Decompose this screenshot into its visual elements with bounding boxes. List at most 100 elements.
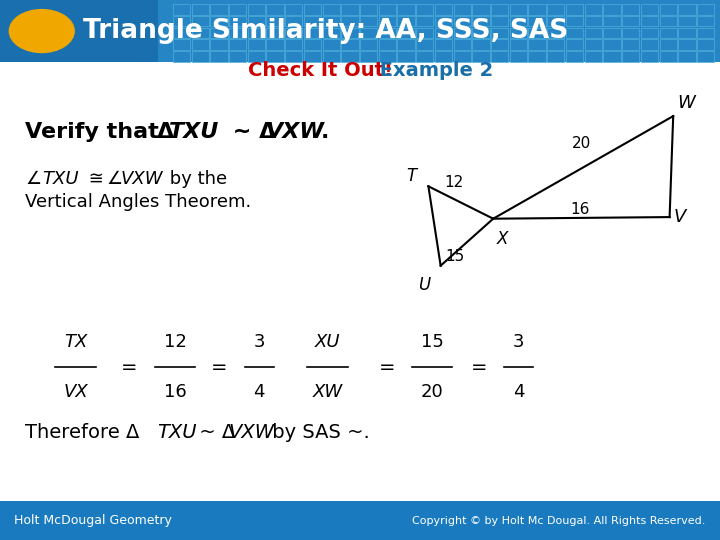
Text: XW: XW <box>312 383 343 401</box>
Text: Vertical Angles Theorem.: Vertical Angles Theorem. <box>25 193 251 211</box>
Bar <box>229 16 246 26</box>
Bar <box>416 28 433 38</box>
Bar <box>622 4 639 15</box>
Bar <box>472 39 490 50</box>
Bar <box>192 28 209 38</box>
Text: 4: 4 <box>253 383 265 401</box>
Bar <box>678 28 696 38</box>
Text: VXW: VXW <box>121 170 163 188</box>
Bar <box>660 28 677 38</box>
Bar <box>547 51 564 62</box>
Text: XU: XU <box>315 333 341 351</box>
Bar <box>210 39 228 50</box>
Bar <box>397 16 415 26</box>
Bar <box>454 28 471 38</box>
Bar <box>510 28 527 38</box>
Text: Therefore Δ: Therefore Δ <box>25 422 140 442</box>
Bar <box>660 51 677 62</box>
Bar <box>472 51 490 62</box>
Bar <box>323 39 340 50</box>
Bar <box>397 51 415 62</box>
Bar <box>285 16 302 26</box>
Text: Triangle Similarity: AA, SSS, SAS: Triangle Similarity: AA, SSS, SAS <box>83 18 568 44</box>
Ellipse shape <box>9 9 75 53</box>
Text: U: U <box>418 276 431 294</box>
Bar <box>192 16 209 26</box>
Bar <box>435 28 452 38</box>
Bar <box>285 39 302 50</box>
Text: 12: 12 <box>444 175 463 190</box>
Bar <box>491 16 508 26</box>
Bar <box>379 4 396 15</box>
Bar <box>173 16 190 26</box>
Bar <box>341 39 359 50</box>
Text: Verify that: Verify that <box>25 122 167 143</box>
Text: 3: 3 <box>253 333 265 351</box>
Bar <box>697 4 714 15</box>
Bar <box>360 39 377 50</box>
Bar <box>491 28 508 38</box>
Bar <box>697 16 714 26</box>
Bar <box>173 28 190 38</box>
Bar <box>210 16 228 26</box>
Bar <box>341 16 359 26</box>
Bar <box>678 4 696 15</box>
Bar <box>379 39 396 50</box>
Text: Check It Out!: Check It Out! <box>248 60 393 80</box>
Bar <box>622 39 639 50</box>
Text: 4: 4 <box>513 383 524 401</box>
Bar <box>360 28 377 38</box>
Bar <box>697 28 714 38</box>
Bar <box>304 4 321 15</box>
Bar <box>0 501 720 540</box>
Bar <box>641 51 658 62</box>
Bar <box>491 39 508 50</box>
Bar <box>416 51 433 62</box>
Bar <box>229 4 246 15</box>
Bar <box>510 4 527 15</box>
Bar <box>158 0 720 62</box>
Bar <box>266 4 284 15</box>
Bar <box>566 16 583 26</box>
Bar <box>510 51 527 62</box>
Text: by the: by the <box>164 170 228 188</box>
Bar <box>603 16 621 26</box>
Bar <box>566 4 583 15</box>
Text: 16: 16 <box>571 202 590 217</box>
Text: Copyright © by Holt Mc Dougal. All Rights Reserved.: Copyright © by Holt Mc Dougal. All Right… <box>413 516 706 525</box>
Bar <box>454 16 471 26</box>
Bar <box>266 16 284 26</box>
Bar <box>173 4 190 15</box>
Bar <box>210 4 228 15</box>
Text: =: = <box>122 357 138 377</box>
Bar <box>341 28 359 38</box>
Bar <box>454 4 471 15</box>
Bar <box>641 4 658 15</box>
Bar <box>173 51 190 62</box>
Bar <box>622 51 639 62</box>
Bar <box>603 51 621 62</box>
Bar <box>248 51 265 62</box>
Bar <box>678 16 696 26</box>
Bar <box>229 39 246 50</box>
Bar <box>435 39 452 50</box>
Bar <box>416 16 433 26</box>
Bar <box>585 16 602 26</box>
Bar <box>304 16 321 26</box>
Bar <box>678 51 696 62</box>
Bar <box>566 28 583 38</box>
Text: TXU: TXU <box>169 122 220 143</box>
Text: X: X <box>497 230 508 247</box>
Bar <box>491 51 508 62</box>
Text: ~ Δ: ~ Δ <box>225 122 276 143</box>
Text: T: T <box>406 167 416 185</box>
Text: ≅: ≅ <box>83 170 109 188</box>
Text: 15: 15 <box>446 249 464 265</box>
Text: =: = <box>379 357 395 377</box>
Bar <box>304 39 321 50</box>
Bar <box>341 51 359 62</box>
Bar <box>360 16 377 26</box>
Bar <box>323 51 340 62</box>
Bar <box>266 51 284 62</box>
Bar <box>266 28 284 38</box>
